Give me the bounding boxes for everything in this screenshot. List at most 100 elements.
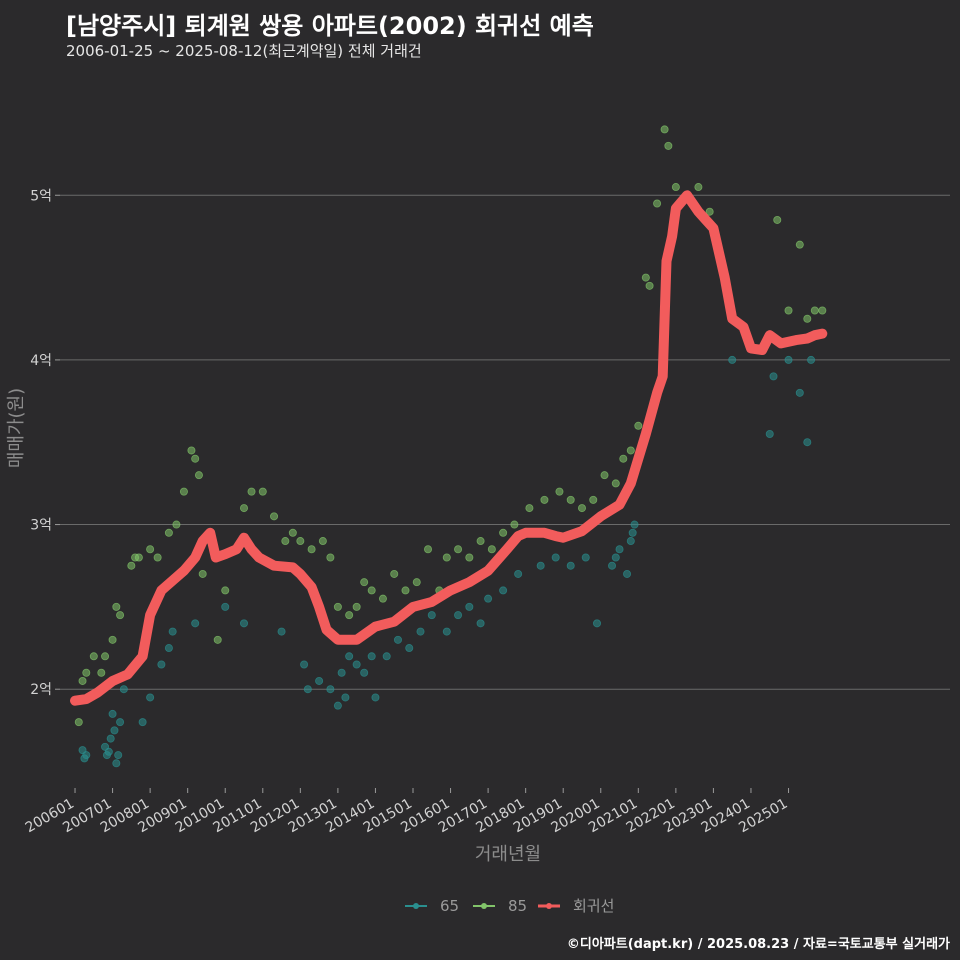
point-85	[288, 528, 297, 537]
point-65	[303, 685, 312, 694]
point-65	[416, 627, 425, 636]
scatter-points	[74, 125, 827, 768]
point-85	[454, 545, 463, 554]
point-85	[589, 495, 598, 504]
point-65	[551, 553, 560, 562]
point-85	[378, 594, 387, 603]
point-85	[153, 553, 162, 562]
point-65	[382, 652, 391, 661]
legend-item-65: 65	[405, 897, 459, 915]
point-85	[101, 652, 110, 661]
point-85	[442, 553, 451, 562]
point-65	[164, 644, 173, 653]
point-65	[484, 594, 493, 603]
point-65	[367, 652, 376, 661]
point-85	[179, 487, 188, 496]
point-85	[116, 611, 125, 620]
point-85	[172, 520, 181, 529]
point-65	[499, 586, 508, 595]
point-65	[630, 520, 639, 529]
point-85	[810, 306, 819, 315]
point-85	[333, 602, 342, 611]
point-65	[82, 751, 91, 760]
point-65	[112, 759, 121, 768]
point-85	[191, 454, 200, 463]
point-85	[694, 183, 703, 192]
point-65	[326, 685, 335, 694]
legend-label: 회귀선	[573, 897, 614, 915]
point-65	[168, 627, 177, 636]
point-65	[106, 734, 115, 743]
point-65	[427, 611, 436, 620]
point-65	[626, 537, 635, 546]
point-85	[258, 487, 267, 496]
point-65	[157, 660, 166, 669]
point-85	[619, 454, 628, 463]
point-85	[367, 586, 376, 595]
point-65	[333, 701, 342, 710]
point-85	[270, 512, 279, 521]
point-65	[371, 693, 380, 702]
point-65	[405, 644, 414, 653]
y-axis: 2억 3억 4억 5억	[30, 188, 60, 698]
point-85	[97, 668, 106, 677]
point-85	[194, 471, 203, 480]
point-85	[641, 273, 650, 282]
grid-lines	[60, 194, 950, 690]
legend-label: 65	[440, 897, 459, 915]
chart-title: [남양주시] 퇴계원 쌍용 아파트(2002) 회귀선 예측	[66, 12, 594, 40]
point-85	[112, 602, 121, 611]
legend-item-회귀선: 회귀선	[538, 897, 614, 915]
y-tick-label: 5억	[30, 188, 52, 204]
y-tick-label: 4억	[30, 353, 52, 369]
point-85	[671, 183, 680, 192]
point-65	[728, 355, 737, 364]
point-85	[78, 676, 87, 685]
point-65	[104, 747, 113, 756]
point-85	[247, 487, 256, 496]
point-65	[795, 388, 804, 397]
point-85	[281, 537, 290, 546]
point-65	[566, 561, 575, 570]
point-65	[628, 528, 637, 537]
point-65	[615, 545, 624, 554]
point-65	[807, 355, 816, 364]
point-65	[765, 429, 774, 438]
x-axis: 2006012007012008012009012010012011012012…	[23, 788, 791, 836]
footer-credit: ©디아파트(dapt.kr) / 2025.08.23 / 자료=국토교통부 실…	[566, 937, 950, 952]
point-85	[127, 561, 136, 570]
point-85	[412, 578, 421, 587]
point-85	[326, 553, 335, 562]
point-65	[465, 602, 474, 611]
point-85	[164, 528, 173, 537]
point-85	[424, 545, 433, 554]
point-85	[390, 569, 399, 578]
point-85	[795, 240, 804, 249]
point-65	[191, 619, 200, 628]
point-85	[82, 668, 91, 677]
x-axis-title: 거래년월	[475, 844, 541, 865]
point-85	[108, 635, 117, 644]
point-85	[146, 545, 155, 554]
point-65	[623, 569, 632, 578]
point-85	[240, 504, 249, 513]
point-65	[514, 569, 523, 578]
legend-label: 85	[508, 897, 527, 915]
point-85	[352, 602, 361, 611]
point-65	[277, 627, 286, 636]
point-65	[803, 438, 812, 447]
point-65	[240, 619, 249, 628]
point-85	[540, 495, 549, 504]
point-65	[476, 619, 485, 628]
y-axis-title: 매매가(원)	[6, 388, 27, 468]
point-65	[110, 726, 119, 735]
point-65	[611, 553, 620, 562]
legend-key-dot	[413, 903, 419, 909]
point-85	[187, 446, 196, 455]
point-85	[318, 537, 327, 546]
point-85	[198, 569, 207, 578]
point-65	[146, 693, 155, 702]
point-85	[555, 487, 564, 496]
point-85	[401, 586, 410, 595]
